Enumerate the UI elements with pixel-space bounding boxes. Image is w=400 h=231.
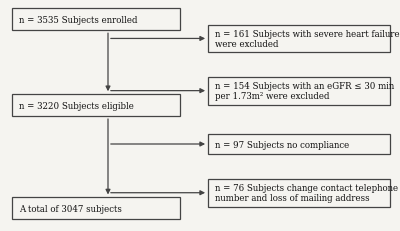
Text: n = 3535 Subjects enrolled: n = 3535 Subjects enrolled: [19, 16, 138, 25]
Bar: [208, 77, 390, 105]
Text: n = 154 Subjects with an eGFR ≤ 30 min
per 1.73m² were excluded: n = 154 Subjects with an eGFR ≤ 30 min p…: [215, 82, 394, 101]
Bar: [208, 134, 390, 155]
Text: n = 161 Subjects with severe heart failure
were excluded: n = 161 Subjects with severe heart failu…: [215, 30, 400, 49]
Bar: [12, 95, 180, 117]
Text: n = 97 Subjects no compliance: n = 97 Subjects no compliance: [215, 140, 350, 149]
Text: n = 76 Subjects change contact telephone
number and loss of mailing address: n = 76 Subjects change contact telephone…: [215, 183, 398, 203]
Bar: [12, 198, 180, 219]
Bar: [12, 9, 180, 31]
Text: n = 3220 Subjects eligible: n = 3220 Subjects eligible: [19, 101, 134, 110]
Bar: [208, 179, 390, 207]
Text: A total of 3047 subjects: A total of 3047 subjects: [19, 204, 122, 213]
Bar: [208, 25, 390, 53]
